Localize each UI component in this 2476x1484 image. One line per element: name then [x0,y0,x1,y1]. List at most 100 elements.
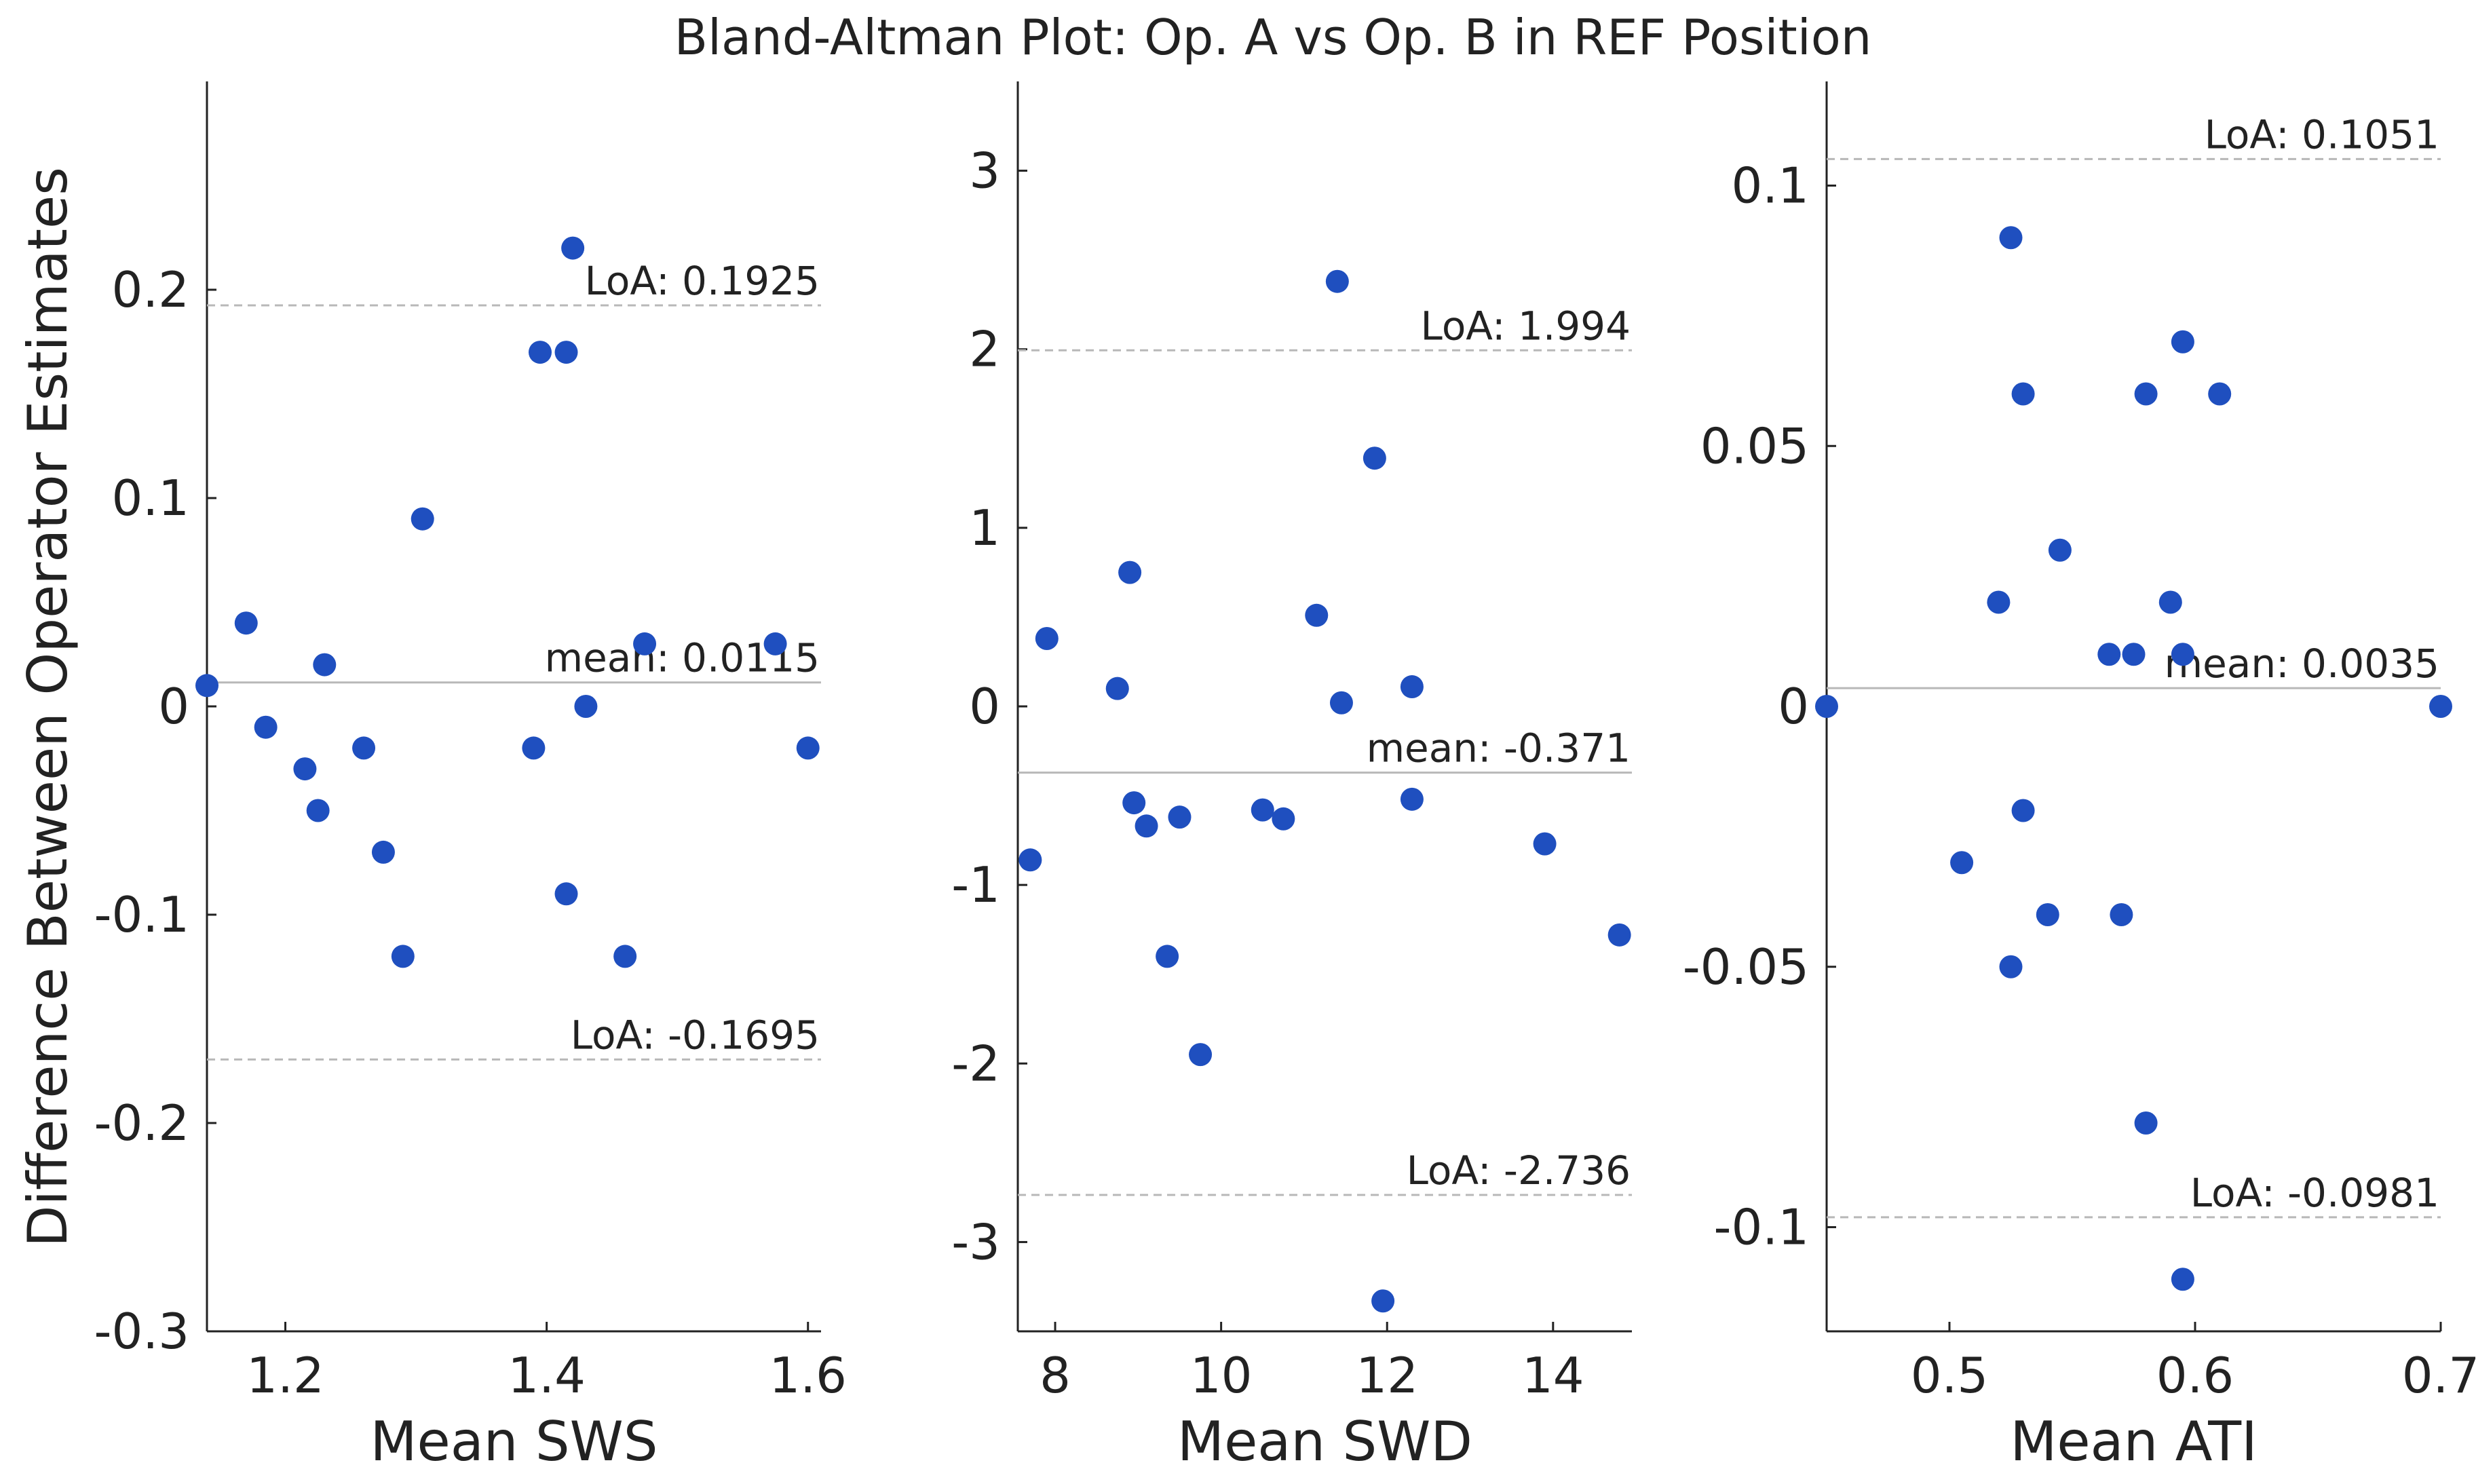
ati-data-point [2122,643,2146,666]
swd-data-point [1363,446,1386,470]
swd-data-point [1272,807,1295,831]
sws-y-tick-label: 0.1 [111,470,189,527]
ati-data-point [2011,799,2035,822]
swd-data-point [1325,269,1349,293]
swd-x-tick-label: 8 [1040,1347,1071,1404]
sws-data-point [371,840,395,864]
ati-data-point [2048,538,2072,562]
ati-data-point [1950,851,1974,875]
y-axis-label: Difference Between Operator Estimates [16,167,79,1247]
ati-x-tick-label: 0.7 [2402,1347,2476,1404]
swd-data-point [1156,945,1179,968]
sws-x-axis-label: Mean SWS [370,1410,658,1473]
swd-y-tick-label: 0 [969,678,1000,735]
ati-data-point [2110,903,2133,926]
sws-data-point [554,341,578,364]
sws-data-point [352,736,376,760]
swd-y-tick-label: -1 [951,856,1000,913]
ati-data-point [1815,695,1838,718]
swd-data-point [1400,787,1424,811]
swd-data-point [1329,691,1353,715]
ati-data-point [2171,330,2194,354]
ati-data-point [2134,382,2158,406]
sws-loa-upper-label: LoA: 0.1925 [585,258,820,304]
swd-data-point [1533,832,1557,856]
ati-data-point [2036,903,2059,926]
sws-data-point [293,757,317,781]
sws-x-tick-label: 1.6 [769,1347,847,1404]
swd-y-tick-label: 2 [969,321,1000,378]
sws-data-point [411,507,434,531]
ati-data-point [2208,382,2232,406]
swd-data-point [1305,603,1329,627]
ati-loa-upper-label: LoA: 0.1051 [2205,111,2439,157]
ati-data-point [2097,643,2121,666]
swd-data-point [1122,791,1146,815]
swd-data-point [1118,560,1142,584]
ati-y-tick-label: -0.05 [1683,938,1809,995]
sws-data-point [574,695,598,718]
sws-x-tick-label: 1.2 [246,1347,324,1404]
sws-data-point [522,736,546,760]
swd-loa-lower-label: LoA: -2.736 [1407,1147,1631,1194]
ati-data-point [2158,590,2182,614]
panel-ati: -0.1 -0.05 0 0.05 0.1 0.5 0.6 0.7 Mean ATI LoA: 0… [1683,81,2476,1473]
sws-data-point [561,236,585,260]
panel-sws: -0.3 -0.2 -0.1 0 0.1 0.2 1.2 1.4 1.6 Mean SWS LoA:… [94,81,847,1473]
ati-data-point [1999,226,2023,250]
sws-y-tick-label: -0.2 [94,1095,189,1152]
swd-x-axis-label: Mean SWD [1177,1410,1472,1473]
sws-x-tick-label: 1.4 [508,1347,586,1404]
sws-y-tick-label: -0.3 [94,1303,189,1360]
ati-y-tick-label: 0.05 [1700,417,1809,474]
sws-data-point [633,632,657,655]
swd-data-point [1189,1043,1213,1067]
sws-y-tick-label: -0.1 [94,886,189,943]
ati-data-point [2171,643,2194,666]
ati-loa-lower-label: LoA: -0.0981 [2190,1170,2439,1216]
swd-data-point [1105,677,1129,700]
swd-loa-upper-label: LoA: 1.994 [1421,303,1631,349]
swd-x-tick-label: 12 [1356,1347,1418,1404]
ati-y-tick-label: -0.1 [1714,1199,1809,1256]
swd-data-point [1018,848,1042,872]
swd-x-tick-label: 14 [1522,1347,1584,1404]
swd-y-tick-label: -3 [951,1213,1000,1270]
ati-x-axis-label: Mean ATI [2010,1410,2257,1473]
sws-loa-lower-label: LoA: -0.1695 [571,1012,820,1058]
swd-data-point [1607,923,1631,947]
swd-data-point [1035,627,1059,651]
sws-data-point [391,945,415,968]
sws-data-point [306,799,330,822]
ati-data-point [2134,1111,2158,1135]
swd-mean-label: mean: -0.371 [1367,725,1631,772]
swd-data-point [1371,1289,1395,1313]
ati-data-point [1999,955,2023,978]
ati-y-tick-label: 0.1 [1731,157,1809,214]
ati-data-point [2011,382,2035,406]
sws-data-point [195,674,218,698]
sws-data-point [313,653,337,677]
swd-y-tick-label: -2 [951,1035,1000,1092]
swd-data-point [1251,798,1274,822]
ati-data-point [2429,695,2452,718]
sws-y-tick-label: 0 [158,678,189,735]
ati-data-point [2171,1268,2194,1291]
ati-data-point [1987,590,2011,614]
sws-data-point [763,632,787,655]
sws-y-tick-label: 0.2 [111,261,189,318]
sws-data-point [796,736,820,760]
swd-x-tick-label: 10 [1190,1347,1253,1404]
swd-y-tick-label: 1 [969,499,1000,556]
sws-data-point [254,715,278,739]
swd-y-tick-label: 3 [969,142,1000,199]
sws-data-point [234,611,258,635]
ati-x-tick-label: 0.6 [2156,1347,2234,1404]
ati-mean-label: mean: 0.0035 [2165,641,2439,687]
swd-data-point [1400,675,1424,699]
ati-x-tick-label: 0.5 [1911,1347,1989,1404]
sws-data-point [529,341,552,364]
